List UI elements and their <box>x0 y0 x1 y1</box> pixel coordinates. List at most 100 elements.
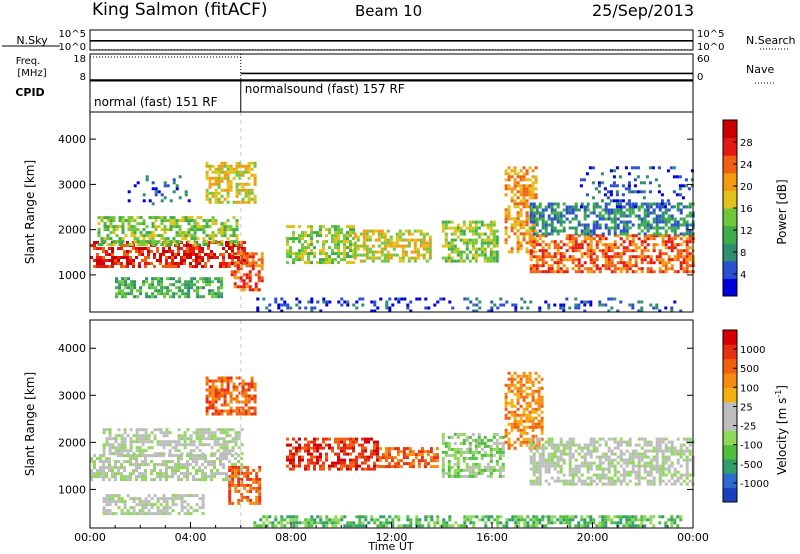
heatmap-cell-3 <box>211 170 215 174</box>
heatmap-cell-3 <box>220 188 224 192</box>
heatmap-cell-1 <box>127 219 131 223</box>
heatmap-cell-5 <box>331 258 334 262</box>
heatmap-cell-10 <box>565 217 569 221</box>
heatmap-cell-7 <box>474 223 478 227</box>
heatmap-cell-9 <box>331 524 335 528</box>
heatmap-cell-9 <box>613 243 617 247</box>
heatmap-cell-9 <box>589 249 593 253</box>
heatmap-cell-2 <box>151 280 155 284</box>
heatmap-cell-9 <box>463 518 467 522</box>
heatmap-cell-3 <box>238 382 242 386</box>
heatmap-cell-0 <box>117 262 120 265</box>
heatmap-cell-7 <box>456 253 460 257</box>
colorbar-tick-label-1: 24 <box>740 160 753 171</box>
heatmap-cell-13 <box>606 196 610 200</box>
heatmap-cell-3 <box>241 406 245 410</box>
heatmap-cell-4 <box>373 461 376 465</box>
heatmap-cell-9 <box>472 524 476 528</box>
heatmap-cell-9 <box>532 267 536 271</box>
heatmap-cell-1 <box>97 231 101 235</box>
heatmap-cell-10 <box>532 232 536 236</box>
heatmap-cell-5 <box>304 246 307 250</box>
heatmap-cell-6 <box>371 250 375 254</box>
heatmap-cell-3 <box>235 394 239 398</box>
heatmap-cell-8 <box>634 443 638 447</box>
heatmap-cell-9 <box>556 243 560 247</box>
heatmap-cell-1 <box>225 434 229 438</box>
heatmap-cell-7 <box>465 241 469 245</box>
heatmap-cell-3 <box>220 161 224 165</box>
heatmap-cell-2 <box>217 280 221 284</box>
heatmap-cell-3 <box>220 403 224 407</box>
heatmap-cell-7 <box>480 250 484 254</box>
heatmap-cell-9 <box>634 246 638 250</box>
heatmap-cell-0 <box>186 463 189 467</box>
heatmap-cell-8 <box>568 437 572 441</box>
heatmap-cell-0 <box>159 475 162 479</box>
heatmap-cell-9 <box>649 237 653 241</box>
heatmap-cell-8 <box>504 208 508 212</box>
heatmap-cell-2 <box>118 292 122 296</box>
heatmap-cell-6 <box>471 432 475 436</box>
heatmap-cell-4 <box>286 455 289 459</box>
heatmap-cell-10 <box>616 217 620 221</box>
heatmap-cell-12 <box>154 187 158 191</box>
heatmap-cell-13 <box>600 181 604 185</box>
heatmap-cell-8 <box>562 473 566 477</box>
heatmap-cell-10 <box>556 214 560 218</box>
heatmap-cell-8 <box>586 470 590 474</box>
heatmap-cell-8 <box>529 437 533 441</box>
heatmap-cell-1 <box>130 219 134 223</box>
heatmap-cell-11 <box>370 300 374 304</box>
heatmap-cell-6 <box>498 468 502 472</box>
heatmap-cell-9 <box>268 515 272 519</box>
heatmap-cell-0 <box>198 454 201 458</box>
heatmap-cell-9 <box>622 261 626 265</box>
heatmap-cell-3 <box>217 397 221 401</box>
heatmap-cell-1 <box>121 225 125 229</box>
heatmap-cell-7 <box>516 389 520 393</box>
heatmap-cell-8 <box>664 482 668 486</box>
heatmap-cell-11 <box>640 309 644 313</box>
heatmap-cell-7 <box>510 443 514 447</box>
heatmap-cell-3 <box>223 409 227 413</box>
heatmap-cell-8 <box>649 473 653 477</box>
heatmap-cell-0 <box>144 469 147 473</box>
heatmap-cell-1 <box>111 437 115 441</box>
heatmap-cell-10 <box>655 229 659 233</box>
heatmap-cell-6 <box>450 447 454 451</box>
heatmap-cell-7 <box>447 220 451 224</box>
heatmap-cell-8 <box>522 202 526 206</box>
heatmap-cell-9 <box>295 524 299 528</box>
heatmap-cell-8 <box>547 467 551 471</box>
heatmap-cell-7 <box>528 377 532 381</box>
heatmap-cell-7 <box>474 241 478 245</box>
heatmap-cell-6 <box>368 238 372 242</box>
heatmap-cell-9 <box>331 521 335 525</box>
heatmap-cell-7 <box>519 428 523 432</box>
heatmap-cell-9 <box>625 237 629 241</box>
heatmap-cell-5 <box>301 246 304 250</box>
heatmap-cell-7 <box>483 256 487 260</box>
heatmap-cell-1 <box>184 219 188 223</box>
heatmap-cell-8 <box>513 223 517 227</box>
heatmap-cell-7 <box>522 398 526 402</box>
heatmap-cell-6 <box>377 232 381 236</box>
heatmap-cell-2 <box>237 489 241 493</box>
heatmap-cell-5 <box>396 459 400 463</box>
nave-label: Nave <box>746 63 774 76</box>
heatmap-cell-4 <box>322 440 325 444</box>
heatmap-cell-6 <box>501 435 505 439</box>
heatmap-cell-9 <box>631 249 635 253</box>
heatmap-cell-5 <box>316 231 319 235</box>
heatmap-cell-13 <box>633 190 637 194</box>
heatmap-cell-5 <box>343 237 346 241</box>
heatmap-cell-9 <box>541 252 545 256</box>
heatmap-cell-10 <box>535 217 539 221</box>
heatmap-cell-3 <box>211 182 215 186</box>
heatmap-cell-0 <box>117 472 120 476</box>
heatmap-cell-13 <box>675 175 679 179</box>
heatmap-cell-1 <box>235 234 239 238</box>
heatmap-cell-0 <box>174 256 177 259</box>
heatmap-cell-9 <box>640 255 644 259</box>
